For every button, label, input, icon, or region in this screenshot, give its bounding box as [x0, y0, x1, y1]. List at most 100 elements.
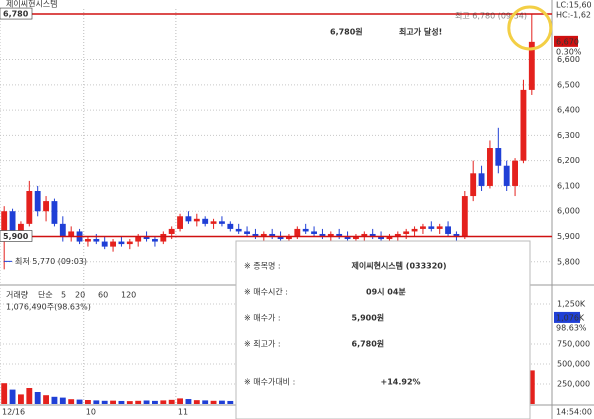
current-price-box — [554, 35, 578, 47]
candle-body — [185, 216, 192, 222]
volume-total: 1,076,490주(98.63%) — [6, 303, 91, 312]
volume-bar — [18, 394, 24, 404]
candle-body — [428, 226, 435, 229]
candle-body — [319, 233, 326, 237]
volume-bar — [219, 400, 225, 404]
candle-body — [59, 223, 66, 237]
volume-ratio: 98.63% — [556, 323, 587, 332]
volume-bar — [59, 397, 66, 404]
change-label: 0.30% — [556, 47, 582, 56]
candle-body — [311, 231, 317, 234]
hc-label: HC:-1,62 — [556, 11, 591, 20]
volume-legend-item: 20 — [75, 291, 85, 300]
candle-body — [227, 223, 234, 229]
candle-body — [18, 223, 24, 232]
candle-body — [302, 228, 309, 232]
candle-body — [436, 226, 443, 229]
candle-body — [43, 201, 49, 212]
volume-tick-label: 500,000 — [557, 360, 590, 369]
candle-body — [520, 89, 527, 161]
candle-body — [445, 226, 451, 234]
y-tick-label: 6,000 — [557, 207, 580, 216]
volume-bar — [227, 400, 234, 404]
candle-body — [420, 226, 426, 229]
volume-bar — [185, 399, 192, 404]
volume-bar — [93, 400, 100, 404]
volume-legend-item: 60 — [98, 291, 108, 300]
y-tick-label: 5,800 — [557, 257, 580, 266]
volume-legend-item: 5 — [61, 291, 66, 300]
candle-body — [353, 236, 359, 240]
current-volume-label: 1,076K — [556, 313, 585, 322]
candle-body — [411, 228, 418, 232]
candle-body — [177, 216, 183, 229]
y-tick-label: 6,400 — [557, 106, 580, 115]
volume-bar — [168, 399, 175, 404]
x-tick-label: 10 — [86, 408, 96, 417]
candle-body — [361, 233, 368, 237]
volume-bar — [210, 400, 217, 404]
candle-body — [470, 173, 477, 197]
volume-bar — [177, 398, 183, 404]
volume-bar — [26, 388, 33, 404]
candle-body — [478, 173, 485, 186]
overlay-label: ※ 매수가 : — [244, 314, 281, 323]
candle-body — [294, 228, 301, 237]
y-tick-label: 5,900 — [557, 232, 580, 241]
candle-body — [135, 236, 142, 242]
overlay-label: ※ 매수가대비 : — [244, 378, 295, 387]
candle-body — [369, 233, 376, 237]
volume-bar — [135, 400, 142, 404]
volume-legend-item: 120 — [121, 291, 136, 300]
overlay-value: 5,900원 — [352, 313, 385, 323]
volume-bar — [118, 400, 125, 404]
candle-body — [394, 233, 401, 237]
candle-body — [9, 211, 16, 232]
candle-body — [101, 241, 108, 247]
candle-body — [34, 191, 41, 212]
stock-tab: 제이씨현시스템 — [6, 0, 58, 9]
candle-body — [286, 236, 292, 240]
volume-legend-item: 거래량 — [6, 290, 29, 300]
candle-body — [336, 233, 343, 237]
volume-tick-label: 250,000 — [557, 380, 590, 389]
candle-body — [160, 233, 167, 242]
volume-bar — [160, 400, 167, 404]
volume-bar — [34, 392, 41, 404]
reference-label-box — [0, 230, 33, 242]
candle-body — [235, 228, 242, 232]
volume-legend-item: 단순 — [38, 290, 53, 300]
candle-body — [386, 236, 393, 240]
candle-body — [260, 233, 267, 237]
reference-label-box — [0, 7, 33, 20]
candle-body — [152, 239, 158, 242]
volume-tick-label: 750,000 — [557, 340, 590, 349]
volume-bar — [126, 401, 133, 404]
volume-bar — [85, 400, 91, 404]
y-tick-label: 6,100 — [557, 181, 580, 190]
volume-bar — [110, 400, 116, 404]
volume-bar — [43, 395, 49, 404]
highlight-circle — [507, 5, 553, 51]
y-tick-label: 6,500 — [557, 80, 580, 89]
candle-body — [487, 148, 493, 186]
x-tick-label: 12/16 — [2, 408, 25, 417]
time-label: 14:54:00 — [556, 408, 592, 417]
candle-body — [210, 221, 217, 224]
y-tick-label: 6,200 — [557, 156, 580, 165]
volume-tick-label: 1,250K — [557, 300, 586, 309]
volume-bar — [193, 400, 200, 404]
candle-body — [93, 239, 100, 242]
reference-label: 5,900 — [3, 232, 29, 241]
volume-bar — [1, 383, 8, 404]
volume-bar — [76, 399, 83, 404]
candle-body — [193, 218, 200, 222]
candle-body — [269, 233, 276, 237]
reference-label: 6,780 — [3, 10, 29, 19]
overlay-value: 제이씨현시스템 (033320) — [352, 261, 447, 271]
candle-body — [126, 241, 133, 245]
volume-bar — [68, 399, 75, 404]
highlight-text: 최고가 달성! — [399, 27, 442, 37]
candle-body — [453, 233, 460, 237]
